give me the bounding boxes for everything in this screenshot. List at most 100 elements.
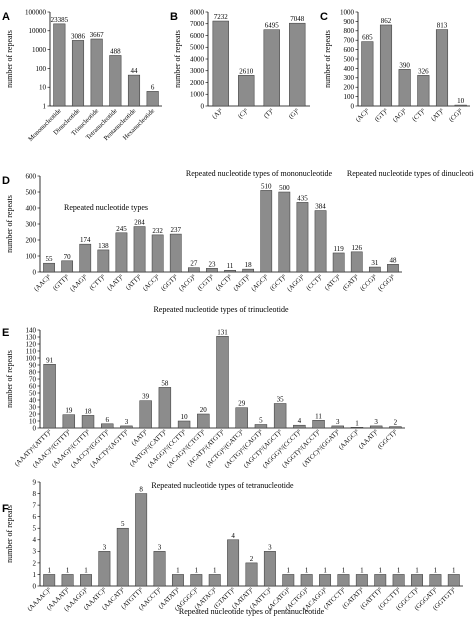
panel-d-data-label: 48 [389, 256, 397, 264]
panel-d-bar [387, 264, 399, 273]
panel-a-y-tick-label: 100000 [25, 8, 47, 16]
panel-d-category-label: (AAG)n [68, 272, 89, 293]
panel-c-y-axis-title: number of repeats [323, 30, 332, 88]
panel-f-bar [116, 527, 129, 587]
panel-f-y-tick-label: 0 [33, 582, 37, 590]
panel-d-bar [332, 252, 345, 273]
panel-d-data-label: 138 [98, 242, 109, 250]
panel-d-data-label: 384 [315, 203, 326, 211]
panel-c-y-tick-label: 200 [344, 84, 355, 92]
panel-d-category-label: (CGG)n [376, 272, 397, 293]
panel-e-data-label: 5 [259, 417, 263, 425]
panel-b-bar [289, 22, 306, 107]
panel-e-bar [350, 427, 364, 429]
panel-e-category-label: (GGCT)n [375, 427, 399, 451]
panel-d-category-label: (CGT)n [195, 272, 216, 293]
panel-e-bar [43, 364, 56, 429]
panel-c-y-tick-label: 900 [344, 18, 355, 26]
panel-d-y-tick-label: 200 [26, 236, 37, 244]
panel-c-y-tick-label: 400 [344, 65, 355, 73]
panel-b-y-tick-label: 0 [201, 102, 205, 110]
panel-e-bar [312, 420, 325, 429]
panel-d-category-label: (GCT)n [268, 272, 289, 293]
panel-e-data-label: 20 [200, 406, 208, 414]
panel-e-y-tick-label: 130 [26, 333, 37, 341]
panel-d-category-label: (CTT)n [87, 272, 107, 292]
panel-a-y-tick-label: 100 [36, 65, 47, 73]
panel-a-x-axis-title: Repeated nucleotide types [64, 203, 148, 212]
panel-f-y-tick-label: 9 [33, 478, 37, 486]
panel-e-bar [158, 387, 172, 429]
panel-d-category-label: (GGT)n [159, 272, 180, 293]
panel-f-data-label: 1 [213, 566, 217, 574]
panel-c-y-tick-label: 300 [344, 74, 355, 82]
panel-d-category-label: (GAT)n [340, 272, 360, 292]
panel-f-y-tick-label: 3 [33, 548, 37, 556]
panel-d-data-label: 284 [134, 219, 145, 227]
panel-c-bar [454, 104, 467, 107]
panel-d-bar [260, 190, 273, 273]
panel-f-data-label: 8 [139, 486, 143, 494]
panel-d-data-label: 11 [227, 262, 234, 270]
panel-d-category-label: (ACC)n [141, 272, 162, 293]
panel-e-y-tick-label: 120 [26, 340, 37, 348]
panel-f-bar [337, 574, 350, 587]
panel-e-data-label: 10 [181, 413, 189, 421]
panel-d-data-label: 31 [371, 259, 379, 267]
panel-a-bar [127, 74, 141, 107]
panel-c-category-label: (AG)n [391, 106, 409, 124]
panel-e-bar [389, 426, 402, 429]
panel-a-data-label: 3667 [90, 31, 105, 39]
panel-f-data-label: 1 [415, 566, 419, 574]
panel-d-bar [79, 243, 92, 273]
panel-e-y-tick-label: 110 [26, 347, 37, 355]
panel-e-y-tick-label: 50 [29, 389, 37, 397]
panel-f-bar [135, 493, 148, 587]
panel-f-data-label: 1 [66, 566, 70, 574]
panel-d-data-label: 500 [279, 184, 290, 192]
panel-b-y-axis-title: number of repeats [173, 30, 182, 88]
panel-e-data-label: 18 [85, 407, 93, 415]
panel-e-data-label: 35 [277, 396, 285, 404]
panel-f-y-tick-label: 5 [33, 525, 37, 533]
panel-c-y-tick-label: 500 [344, 55, 355, 63]
panel-f-data-label: 1 [378, 566, 382, 574]
panel-c-y-tick-label: 1000 [340, 8, 355, 16]
panel-c-y-tick-label: 0 [351, 102, 355, 110]
panel-e-data-label: 11 [315, 412, 322, 420]
panel-f-data-label: 1 [434, 566, 438, 574]
panel-b-data-label: 6495 [265, 22, 280, 30]
panel-f-bar [447, 574, 460, 587]
panel-a-y-tick-label: 1 [43, 102, 47, 110]
panel-d-category-label: (ACG)n [177, 272, 198, 293]
panel-d-data-label: 510 [261, 182, 272, 190]
panel-b-y-tick-label: 5000 [190, 44, 205, 52]
panel-e-bar [177, 420, 191, 429]
panel-b-bar [263, 29, 280, 107]
panel-d-category-label: (ATC)n [323, 272, 343, 292]
panel-d-y-tick-label: 400 [26, 204, 37, 212]
panel-f-bar [245, 562, 258, 587]
panel-a-y-axis-title: number of repeats [5, 30, 14, 88]
panel-b-y-tick-label: 1000 [190, 91, 205, 99]
panel-c-category-label: (CG)n [447, 106, 465, 124]
panel-c-y-tick-label: 700 [344, 37, 355, 45]
panel-f-bar [153, 551, 166, 587]
panel-d-y-tick-label: 300 [26, 220, 37, 228]
panel-c-data-label: 390 [399, 61, 410, 69]
panel-d-bar [133, 226, 146, 273]
panel-e-data-label: 39 [142, 393, 150, 401]
panel-f-bar [98, 551, 111, 587]
panel-e-data-label: 4 [298, 417, 302, 425]
panel-b-x-axis-title: Repeated nucleotide types of mononucleot… [186, 169, 333, 178]
panel-d-bar [350, 251, 363, 273]
panel-b-category-label: (G)n [287, 106, 302, 121]
panel-b-y-tick-label: 7000 [190, 20, 205, 28]
panel-b-data-label: 7232 [214, 13, 229, 21]
panel-e-data-label: 91 [46, 356, 54, 364]
panel-e-y-tick-label: 70 [29, 375, 37, 383]
panel-e-bar [197, 413, 210, 429]
panel-a-data-label: 23385 [51, 16, 69, 24]
panel-c-data-label: 813 [437, 22, 448, 30]
